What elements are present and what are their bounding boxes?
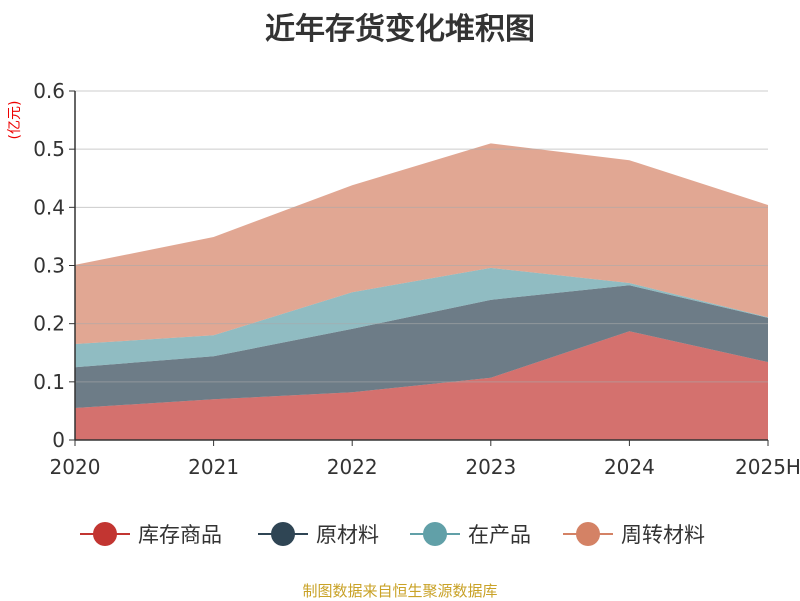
- y-tick-label: 0: [52, 428, 65, 452]
- area-在产品: [75, 267, 768, 368]
- y-tick-label: 0.5: [33, 137, 65, 161]
- source-note: 制图数据来自恒生聚源数据库: [302, 582, 498, 600]
- area-原材料: [75, 285, 768, 409]
- y-tick-label: 0.3: [33, 254, 65, 278]
- x-tick-label: 2021: [188, 455, 239, 479]
- y-tick-label: 0.2: [33, 312, 65, 336]
- legend-label: 原材料: [316, 523, 379, 547]
- legend-label: 在产品: [468, 523, 531, 547]
- area-库存商品: [75, 331, 768, 440]
- y-tick-label: 0.1: [33, 370, 65, 394]
- legend-marker: [271, 522, 295, 546]
- y-axis-label: (亿元): [7, 101, 23, 140]
- x-tick-label: 2024: [604, 455, 655, 479]
- y-tick-label: 0.6: [33, 79, 65, 103]
- x-tick-label: 2025H: [735, 455, 800, 479]
- x-tick-label: 2020: [50, 455, 101, 479]
- legend-label: 周转材料: [621, 523, 705, 547]
- legend-marker: [423, 522, 447, 546]
- x-tick-label: 2023: [465, 455, 516, 479]
- chart-title: 近年存货变化堆积图: [265, 12, 535, 47]
- area-周转材料: [75, 143, 768, 345]
- legend-marker: [93, 522, 117, 546]
- y-tick-label: 0.4: [33, 195, 65, 219]
- x-tick-label: 2022: [327, 455, 378, 479]
- legend-marker: [576, 522, 600, 546]
- legend-label: 库存商品: [138, 523, 222, 547]
